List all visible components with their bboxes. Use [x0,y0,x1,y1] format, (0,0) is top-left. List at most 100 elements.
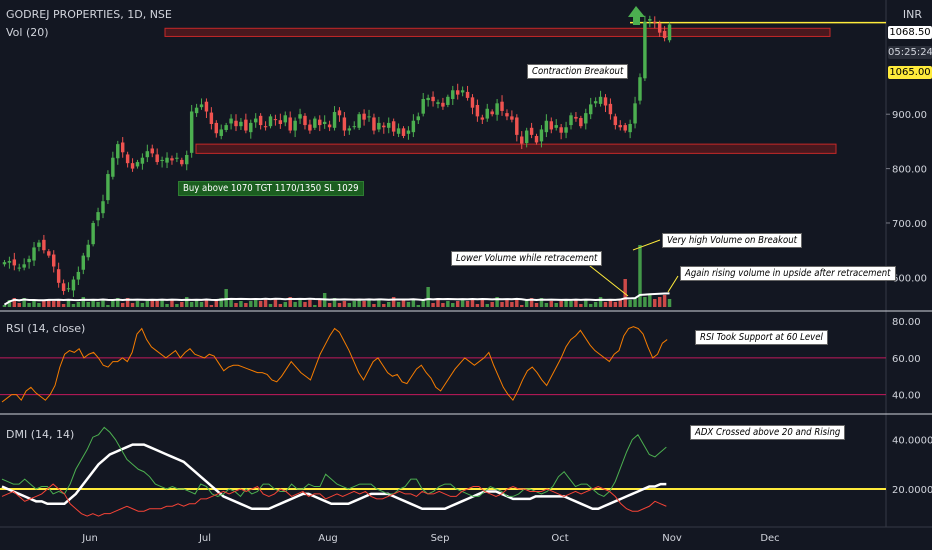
volume-bar [214,300,219,307]
volume-bar [569,301,573,307]
volume-bar [411,300,416,307]
candle-body [382,125,386,128]
candle-body [643,21,647,79]
candle-body [111,157,115,177]
volume-bar [37,303,41,307]
countdown-tag: 05:25:24 [888,46,932,59]
volume-bar [505,300,509,307]
candle-body [633,103,637,124]
volume-bar [387,302,391,307]
candle-body [96,212,100,221]
candle-body [657,23,662,33]
candle-body [288,117,292,131]
volume-bar [564,299,568,307]
volume-bar [362,301,366,307]
candle-body [411,120,416,133]
volume-bar [273,299,278,307]
volume-bar [180,302,184,307]
volume-bar [224,289,228,307]
volume-bar [52,301,56,307]
volume-bar [86,302,90,307]
volume-bar [421,300,425,307]
candle-body [623,125,627,131]
volume-bar [633,298,637,307]
volume-bar [628,300,632,307]
candle-body [352,126,356,128]
candle-body [362,113,366,120]
candle-body [234,120,238,127]
dmi-tick-label: 40.0000 [892,436,932,447]
candle-body [421,98,425,114]
candle-body [470,97,475,108]
rsi-tick-label: 80.00 [892,317,921,328]
volume-bar [441,303,445,307]
volume-bar [367,299,371,307]
time-tick-label: Jun [81,533,98,544]
candle-body [106,174,110,201]
dmi-label: DMI (14, 14) [6,428,75,441]
candle-body [598,96,603,104]
volume-bar [194,300,199,307]
price-tick-label: 600.00 [892,273,927,284]
volume-label: Vol (20) [6,26,49,39]
candle-body [579,118,583,127]
volume-bar [66,299,71,307]
candle-body [37,242,41,247]
candle-body [189,111,194,153]
candle-body [391,121,396,132]
volume-bar [219,298,223,307]
candle-body [495,103,499,115]
volume-bar [229,298,233,307]
candle-body [91,222,95,245]
volume-bar [584,299,588,307]
candle-body [455,90,460,95]
volume-bar [667,299,672,307]
candle-body [185,155,189,165]
candle-body [515,117,519,135]
candle-body [539,129,544,142]
volume-bar [475,304,480,307]
volume-bar [520,305,524,307]
candle-body [372,117,376,131]
volume-bar [574,299,578,307]
candle-body [298,114,302,119]
candle-body [431,96,435,102]
candle-body [377,122,381,130]
candle-body [81,255,86,270]
candle-body [584,113,588,124]
rsi-tick-label: 40.00 [892,391,921,402]
annotation-pointer [632,239,661,251]
candle-body [524,130,529,144]
volume-bar [554,303,558,307]
candle-body [224,125,228,130]
candle-body [327,124,332,128]
time-tick-label: Aug [318,533,338,544]
candle-body [56,269,61,283]
candle-body [209,112,214,124]
volume-bar [239,301,243,307]
volume-bar [352,301,356,307]
candle-body [505,113,509,117]
candle-body [465,91,470,98]
volume-bar [332,298,337,307]
annotation-rising-volume: Again rising volume in upside after retr… [680,266,896,281]
volume-bar [253,299,258,307]
volume-bar [303,302,307,307]
candle-body [446,96,450,105]
candle-body [42,239,46,251]
candle-body [401,128,406,136]
candle-body [278,120,283,124]
volume-bar [608,300,613,307]
volume-bar [76,302,81,307]
time-tick-label: Nov [662,533,682,544]
annotation-lower-volume: Lower Volume while retracement [451,251,603,266]
candle-body [253,118,258,123]
volume-bar [96,302,100,307]
rsi-tick-label: 60.00 [892,354,921,365]
candle-body [564,127,568,133]
volume-bar [155,301,159,307]
volume-bar [579,304,583,307]
candle-body [490,111,494,115]
candle-body [219,129,223,136]
